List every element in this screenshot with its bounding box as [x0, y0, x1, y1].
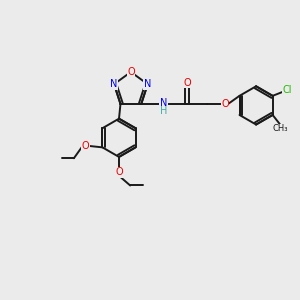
Text: N: N: [110, 79, 118, 89]
Text: O: O: [183, 78, 191, 88]
Text: O: O: [115, 167, 123, 177]
Text: O: O: [82, 141, 89, 151]
Text: Cl: Cl: [283, 85, 292, 95]
Text: H: H: [160, 106, 167, 116]
Text: N: N: [160, 98, 167, 108]
Text: N: N: [144, 79, 152, 89]
Text: CH₃: CH₃: [272, 124, 288, 133]
Text: O: O: [127, 67, 135, 77]
Text: O: O: [221, 99, 229, 109]
